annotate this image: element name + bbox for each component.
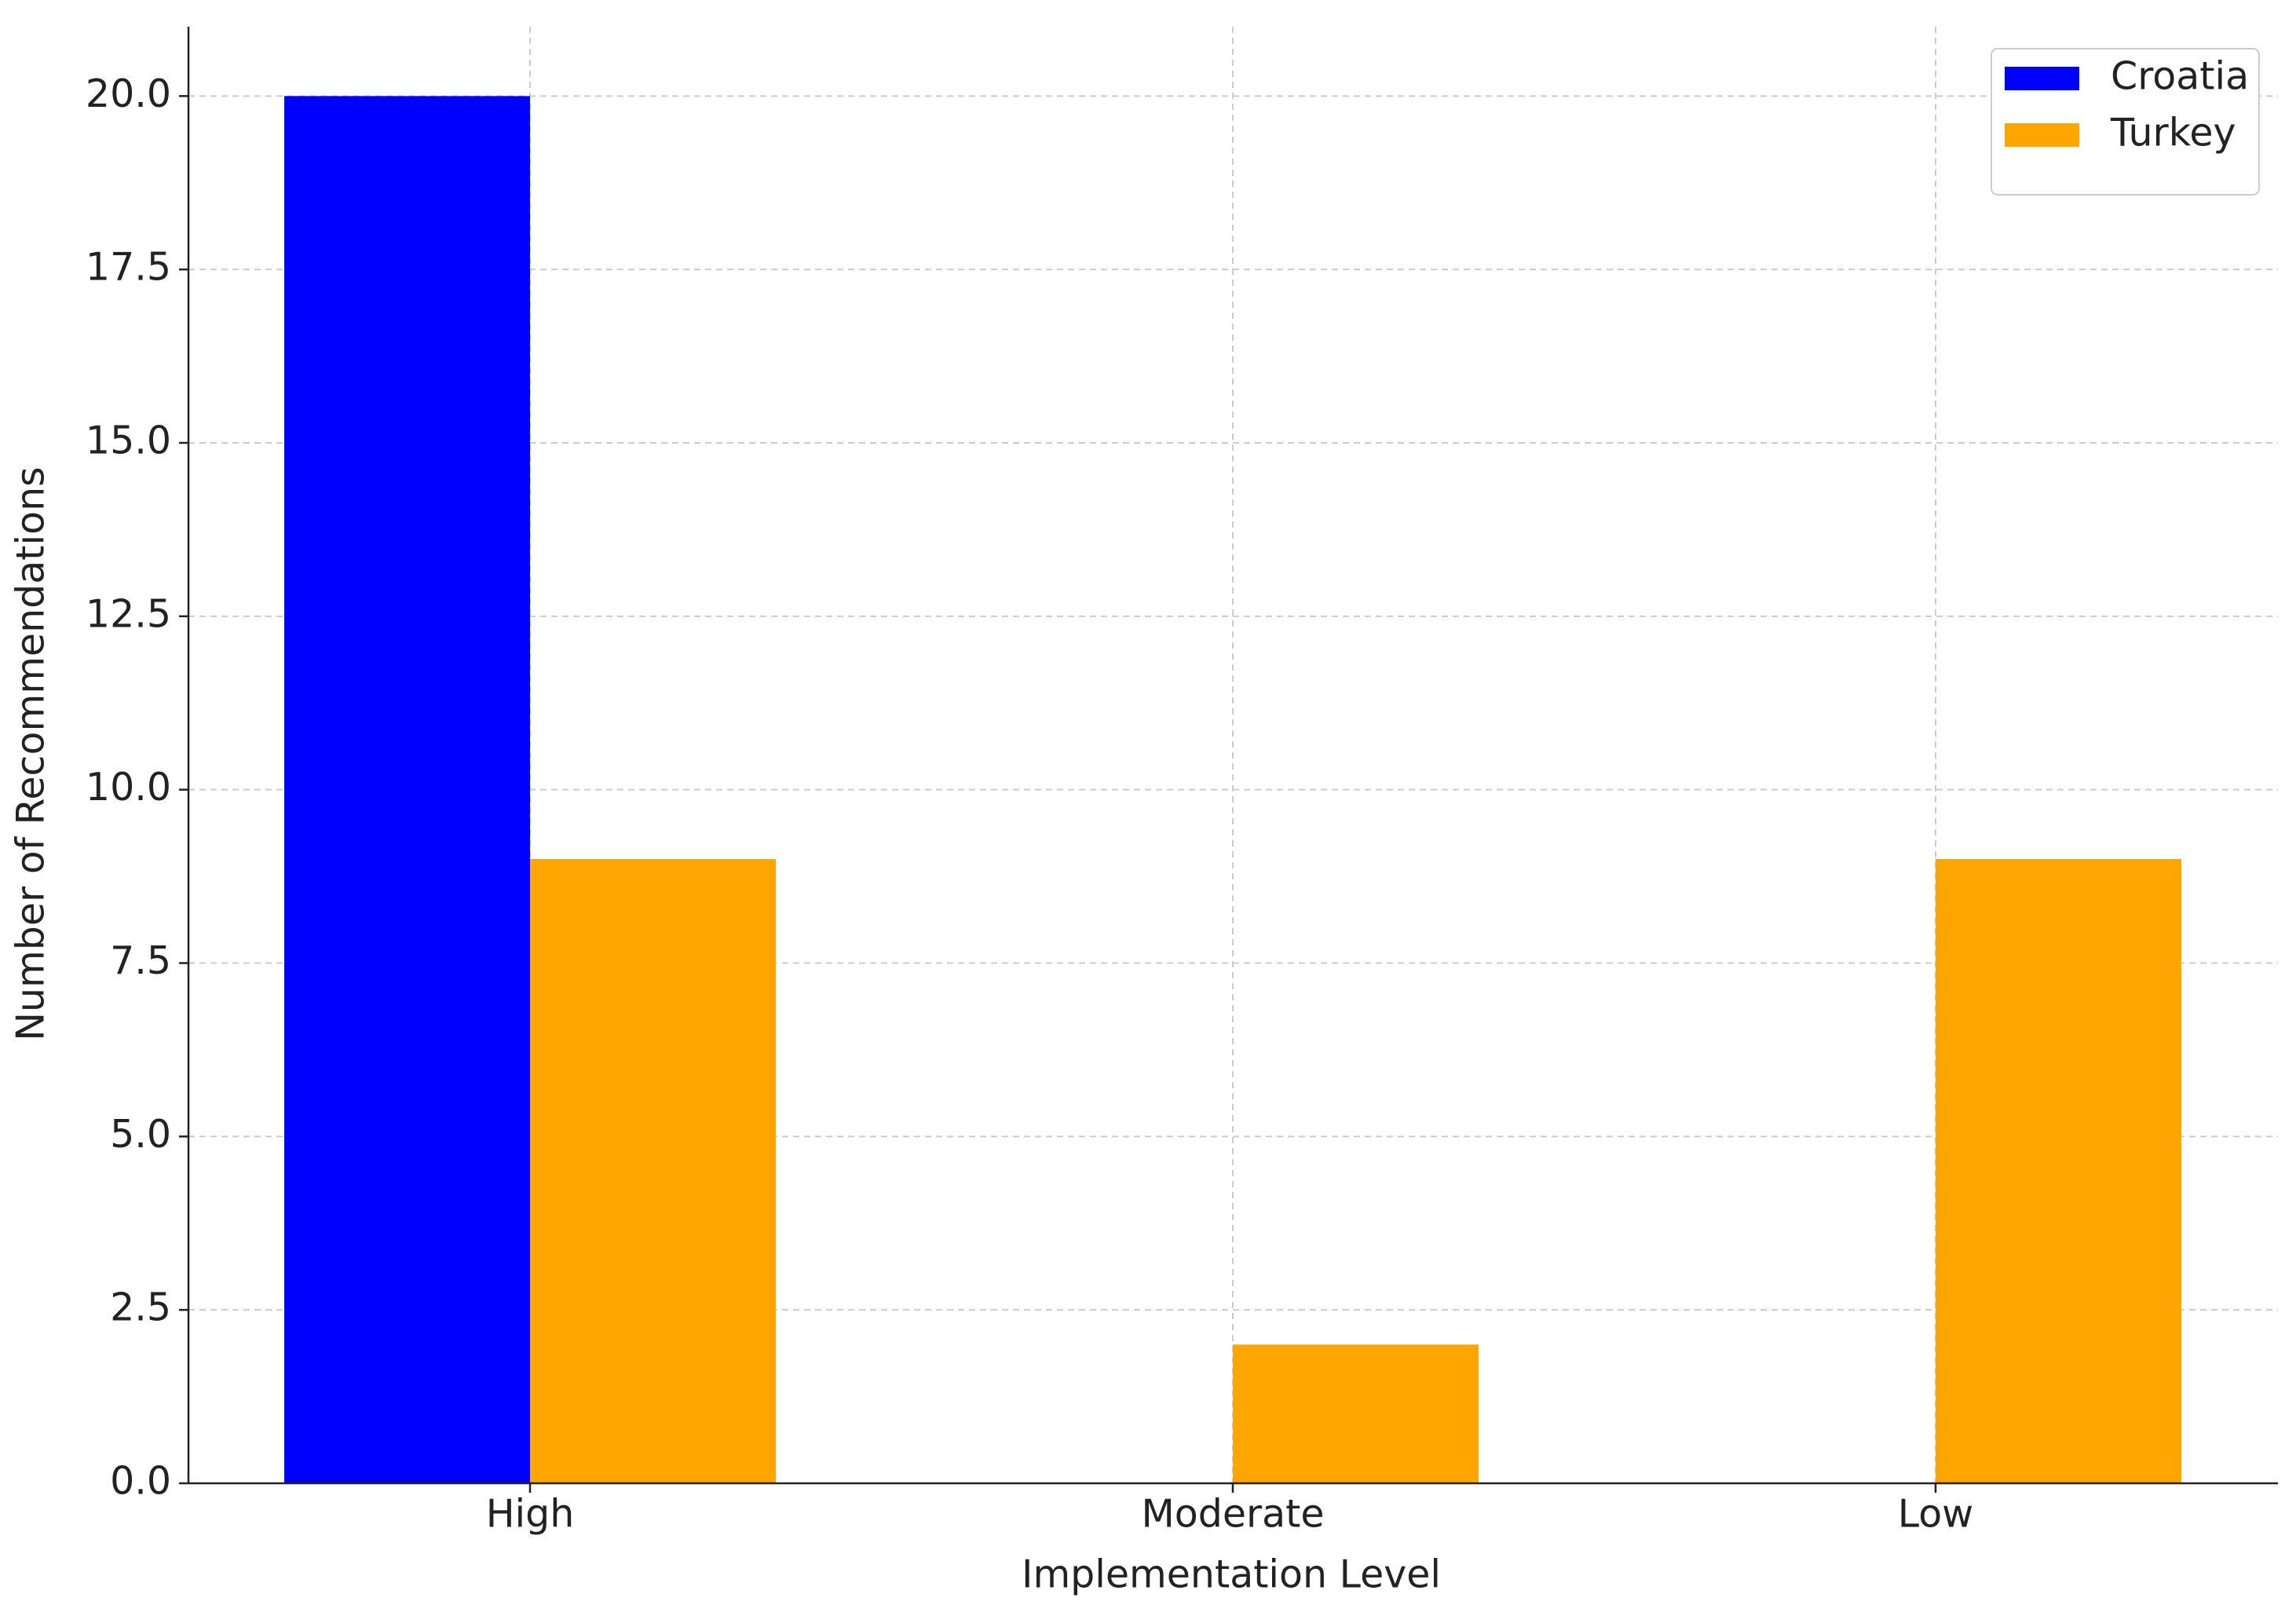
bar [1233,1344,1479,1483]
y-tick-label: 0.0 [110,1459,171,1504]
legend-swatch [2005,67,2079,90]
y-tick-label: 2.5 [110,1285,171,1330]
y-axis-label: Number of Recommendations [9,466,53,1040]
x-tick-label: Moderate [1141,1492,1324,1537]
y-tick-label: 5.0 [110,1112,171,1157]
legend-swatch [2005,123,2079,147]
y-tick-label: 20.0 [86,71,171,116]
legend-label: Croatia [2111,54,2249,99]
bar [284,96,530,1483]
x-tick-label: Low [1898,1492,1974,1537]
y-tick-label: 7.5 [110,938,171,983]
bar [1936,859,2181,1483]
bar [530,859,776,1483]
y-tick-label: 10.0 [86,765,171,810]
x-tick-label: High [486,1492,575,1537]
x-axis-label: Implementation Level [1022,1552,1441,1597]
y-tick-label: 17.5 [86,245,171,290]
y-tick-label: 15.0 [86,419,171,463]
legend-label: Turkey [2110,111,2236,155]
y-tick-label: 12.5 [86,591,171,636]
